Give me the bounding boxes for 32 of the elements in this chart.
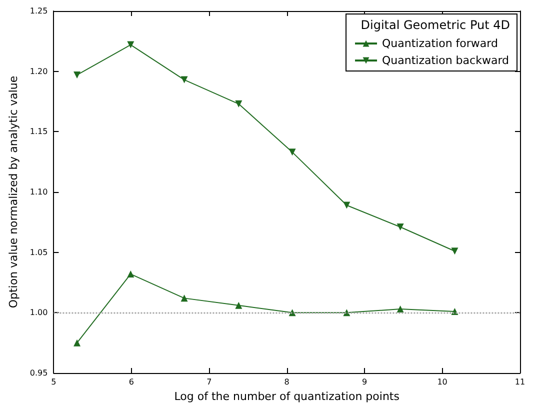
y-tick-label: 1.15 [30,127,48,136]
x-tick-label: 8 [284,378,290,386]
point [343,202,350,209]
x-tick-label: 5 [51,378,56,386]
y-tick-label: 1.05 [30,248,48,257]
x-tick-label: 10 [437,378,448,386]
point [74,71,81,78]
legend-title: Digital Geometric Put 4D [360,18,510,32]
y-tick-label: 1.10 [30,188,48,196]
point [180,294,188,302]
point [127,270,134,278]
x-tick-label: 6 [128,378,134,386]
x-axis-title: Log of the number of quantization points [174,390,400,403]
point [451,248,458,255]
point [74,339,81,346]
y-tick-label: 0.95 [30,368,48,378]
point [396,223,404,230]
y-tick-label: 1.25 [30,6,48,16]
y-tick-label: 1.20 [30,66,48,76]
x-tick-label: 7 [206,378,212,386]
point [235,100,242,108]
point [180,76,188,84]
y-axis-title: Option value normalized by analytic value [7,76,20,308]
point [235,302,242,309]
point [288,148,296,156]
y-tick-label: 1.00 [30,308,48,318]
x-tick-label: 11 [514,378,526,386]
x-tick-label: 9 [362,378,368,386]
point [127,41,134,48]
legend-label: Quantization backward [382,54,509,67]
point [396,306,404,313]
legend-label: Quantization forward [382,37,498,50]
